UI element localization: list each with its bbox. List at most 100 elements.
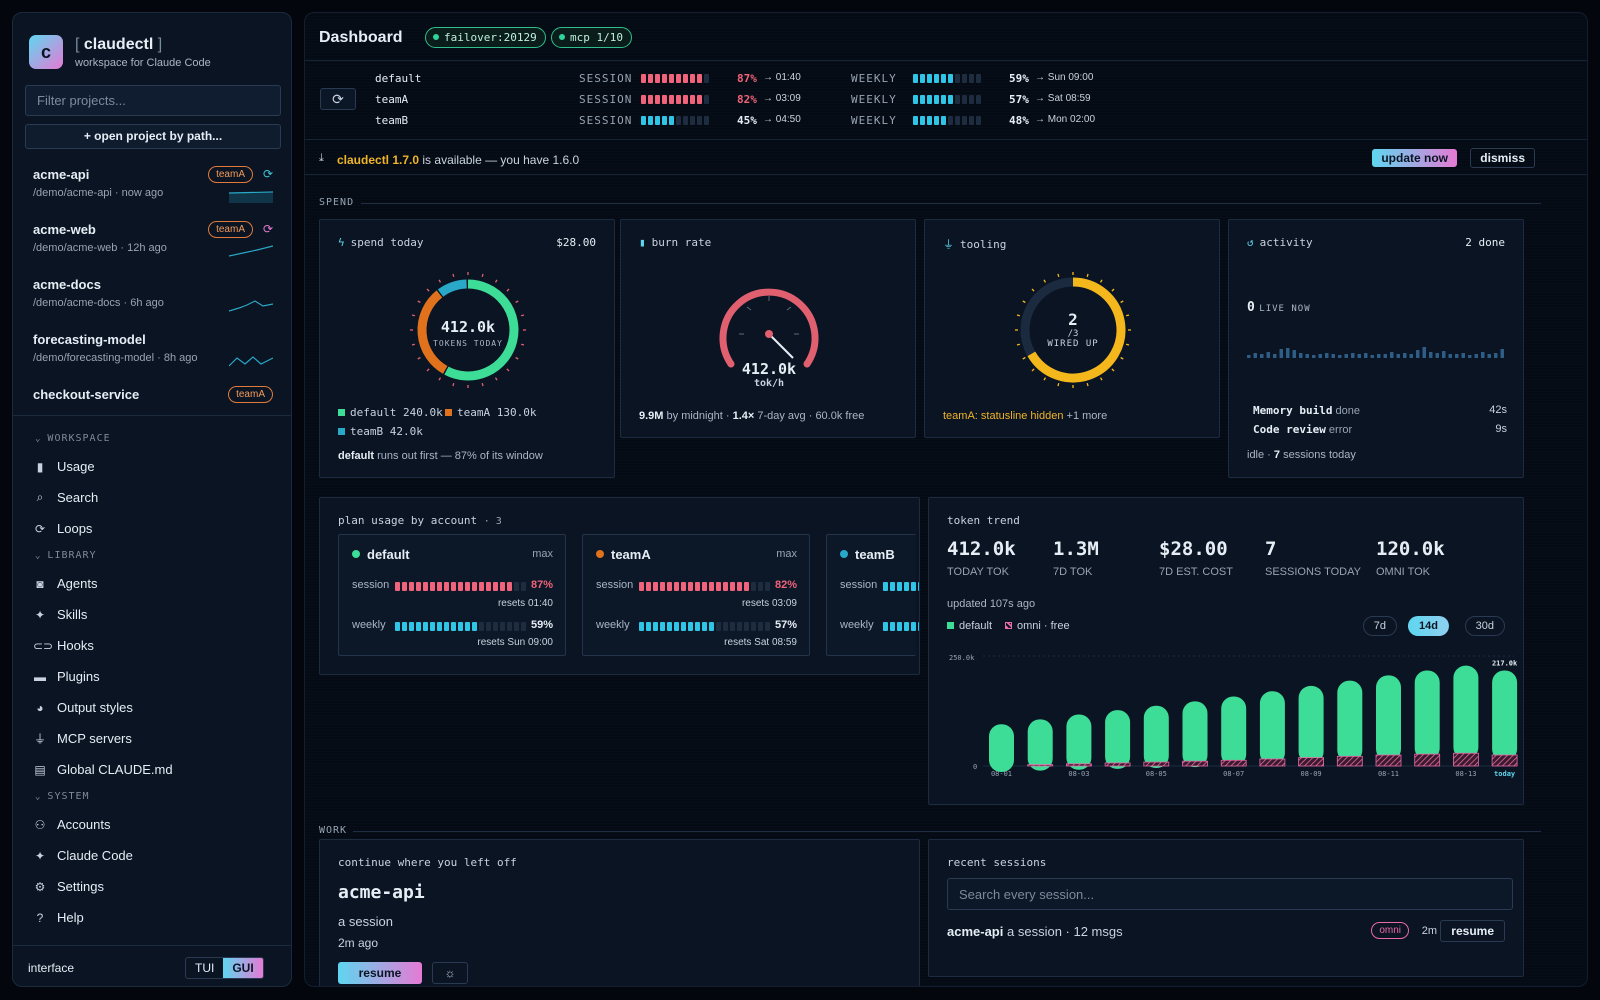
bar-omni	[1143, 761, 1170, 767]
section-label-work: WORK	[319, 825, 348, 836]
filter-projects-input[interactable]	[25, 85, 281, 116]
dismiss-button[interactable]: dismiss	[1470, 148, 1535, 168]
resume-session-button[interactable]: resume	[1440, 920, 1505, 942]
legend-teama: teamA 130.0k	[445, 406, 536, 419]
project-item-checkout-service[interactable]: checkout-service teamA	[13, 381, 291, 409]
sidebar-item-plugins[interactable]: ▬ Plugins	[34, 669, 100, 684]
sidebar: c [ claudectl ] workspace for Claude Cod…	[12, 12, 292, 987]
file-icon: ▤	[34, 762, 46, 777]
quota-row: teamB SESSION 45% → 04:50 WEEKLY 48% → M…	[375, 114, 1096, 127]
link-icon: ⊂⊃	[33, 638, 54, 653]
account-badge: teamA	[208, 221, 253, 238]
recent-session-row[interactable]: acme-api a session · 12 msgs	[947, 924, 1123, 939]
sidebar-item-global-claude-md[interactable]: ▤ Global CLAUDE.md	[34, 762, 173, 777]
continue-session: a session	[338, 914, 393, 929]
session-age: 2m	[1421, 925, 1437, 937]
sidebar-item-accounts[interactable]: ⚇ Accounts	[34, 817, 111, 832]
bar-chart-icon: ▮	[639, 236, 646, 249]
trend-stat: 1.3M 7D TOK	[1053, 538, 1099, 578]
resume-button[interactable]: resume	[338, 962, 422, 984]
nav-section-library[interactable]: ⌄ LIBRARY	[35, 550, 97, 561]
sync-icon[interactable]: ⟳	[262, 222, 273, 236]
sidebar-item-skills[interactable]: ✦ Skills	[34, 607, 88, 622]
x-tick-label: 08-05	[1146, 770, 1167, 778]
range-7d[interactable]: 7d	[1362, 616, 1397, 636]
card-title: ⏚ tooling	[943, 238, 1007, 251]
sidebar-item-agents[interactable]: ◙ Agents	[13, 568, 291, 599]
refresh-button[interactable]: ⟳	[320, 88, 356, 110]
history-icon: ↺	[1247, 236, 1254, 249]
sidebar-item-settings[interactable]: ⚙ Settings	[34, 879, 104, 894]
account-badge: teamA	[228, 386, 273, 403]
sidebar-divider	[13, 415, 291, 416]
donut-slice-0	[444, 279, 519, 381]
legend-default: default	[947, 620, 992, 632]
card-title: plan usage by account · 3	[338, 514, 502, 527]
account-badge: teamA	[208, 166, 253, 183]
sidebar-item-mcp-servers[interactable]: ⏚ MCP servers	[33, 731, 132, 746]
bar-default	[1143, 705, 1169, 769]
project-item-acme-web[interactable]: acme-web /demo/acme-web · 12h ago teamA …	[13, 216, 291, 271]
trend-stat: 7 SESSIONS TODAY	[1265, 538, 1361, 578]
burn-value: 412.0k	[741, 360, 797, 378]
account-card-teamA[interactable]: teamA max session 82% resets 03:09 weekl…	[582, 534, 810, 656]
job-row[interactable]: Code review error 9s	[1253, 423, 1507, 436]
update-now-button[interactable]: update now	[1372, 149, 1457, 167]
plan-tier: max	[532, 548, 553, 560]
sidebar-nav: ⌄ WORKSPACE ▮ Usage ⌕ Search ⟳ Loops ⌄ LIBRAR…	[13, 427, 291, 933]
bar-omni	[1336, 755, 1363, 767]
quota-strip: ⟳ default SESSION 87% → 01:40 WEEKLY 59%…	[305, 62, 1587, 140]
range-30d[interactable]: 30d	[1464, 616, 1505, 636]
spend-footer: default runs out first — 87% of its wind…	[338, 450, 543, 462]
sidebar-item-usage[interactable]: ▮ Usage	[13, 451, 291, 482]
account-name: teamB	[840, 547, 895, 562]
update-message: claudectl 1.7.0 is available — you have …	[337, 153, 580, 167]
interface-option-gui[interactable]: GUI	[223, 958, 263, 978]
project-name: acme-web	[33, 222, 96, 237]
sidebar-item-loops[interactable]: ⟳ Loops	[34, 521, 93, 536]
bar-default	[1492, 670, 1518, 761]
sidebar-item-search[interactable]: ⌕ Search	[13, 482, 291, 513]
project-item-acme-api[interactable]: acme-api /demo/acme-api · now ago teamA …	[13, 161, 291, 216]
bar-omni	[1066, 763, 1092, 767]
sidebar-item-output-styles[interactable]: ◕ Output styles	[13, 692, 291, 723]
x-tick-label: 08-09	[1301, 770, 1322, 778]
bar-default	[1414, 670, 1440, 761]
failover-pill[interactable]: failover:20129	[425, 27, 546, 48]
quota-row: teamA SESSION 82% → 03:09 WEEKLY 57% → S…	[375, 93, 1091, 106]
bar-default	[989, 724, 1014, 772]
sync-icon[interactable]: ⟳	[262, 167, 273, 181]
y-tick-label: 0	[973, 763, 977, 771]
project-item-forecasting-model[interactable]: forecasting-model /demo/forecasting-mode…	[13, 326, 291, 381]
account-card-teamB[interactable]: teamB session weekly	[826, 534, 919, 656]
nav-section-system[interactable]: ⌄ SYSTEM	[35, 791, 90, 802]
interface-option-tui[interactable]: TUI	[195, 961, 215, 975]
token-trend-chart: 250.0k 0 08-01 08-03 08-05 08-07 08-09 08-11 08-…	[949, 654, 1518, 778]
range-14d[interactable]: 14d	[1408, 616, 1449, 636]
bar-omni	[1375, 754, 1402, 767]
project-name: acme-api	[33, 167, 90, 182]
job-row[interactable]: Memory build done 42s	[1253, 404, 1507, 417]
sidebar-item-help[interactable]: ? Help	[13, 902, 291, 933]
activity-done-count: 2 done	[1465, 236, 1505, 249]
card-title: ϟ spend today	[338, 236, 424, 249]
sidebar-item-claude-code[interactable]: ✦ Claude Code	[34, 848, 133, 863]
project-item-acme-docs[interactable]: acme-docs /demo/acme-docs · 6h ago	[13, 271, 291, 326]
open-project-button[interactable]: + open project by path...	[25, 124, 281, 149]
project-name: forecasting-model	[33, 332, 146, 347]
session-search-input[interactable]	[947, 878, 1513, 910]
session-options-button[interactable]: ☼	[432, 962, 468, 984]
sidebar-item-hooks[interactable]: ⊂⊃ Hooks	[33, 638, 94, 653]
spend-amount: $28.00	[556, 236, 596, 249]
bar-default	[1105, 710, 1131, 769]
nav-section-workspace[interactable]: ⌄ WORKSPACE	[35, 433, 111, 444]
sparkle-icon: ✦	[34, 607, 46, 622]
activity-footer: idle · 7 sessions today	[1247, 449, 1356, 461]
tooling-footer: teamA: statusline hidden +1 more	[943, 410, 1108, 422]
users-icon: ⚇	[34, 817, 46, 832]
account-card-default[interactable]: default max session 87% resets 01:40 wee…	[338, 534, 566, 656]
project-meta: /demo/acme-api · now ago	[33, 187, 164, 199]
mcp-pill[interactable]: mcp 1/10	[551, 27, 632, 48]
x-tick-label: 08-11	[1378, 770, 1399, 778]
card-title: ▮ burn rate	[639, 236, 712, 249]
